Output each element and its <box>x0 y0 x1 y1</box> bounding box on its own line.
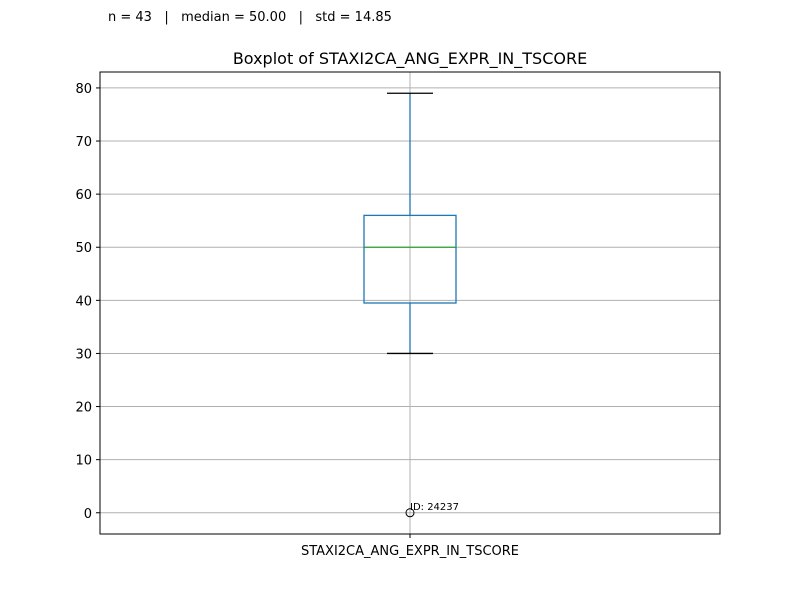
x-axis: STAXI2CA_ANG_EXPR_IN_TSCORE <box>301 534 519 559</box>
y-tick-label: 0 <box>84 507 92 522</box>
outlier-point <box>405 508 415 518</box>
y-tick-label: 30 <box>75 347 92 362</box>
y-tick-label: 60 <box>75 188 92 203</box>
y-axis: 0 10 20 30 40 50 60 70 80 <box>75 82 100 522</box>
y-tick-label: 80 <box>75 82 92 97</box>
boxplot: ID: 24237 <box>363 92 459 518</box>
summary-stats: n = 43 | median = 50.00 | std = 14.85 <box>108 10 392 25</box>
y-tick-label: 20 <box>75 401 92 416</box>
y-tick-label: 70 <box>75 135 92 150</box>
y-tick-label: 50 <box>75 241 92 256</box>
y-tick-label: 40 <box>75 294 92 309</box>
outlier-label: ID: 24237 <box>410 502 459 513</box>
x-tick-label: STAXI2CA_ANG_EXPR_IN_TSCORE <box>301 544 519 559</box>
iqr-box <box>363 214 457 304</box>
chart-title: Boxplot of STAXI2CA_ANG_EXPR_IN_TSCORE <box>233 49 587 69</box>
y-tick-label: 10 <box>75 454 92 469</box>
